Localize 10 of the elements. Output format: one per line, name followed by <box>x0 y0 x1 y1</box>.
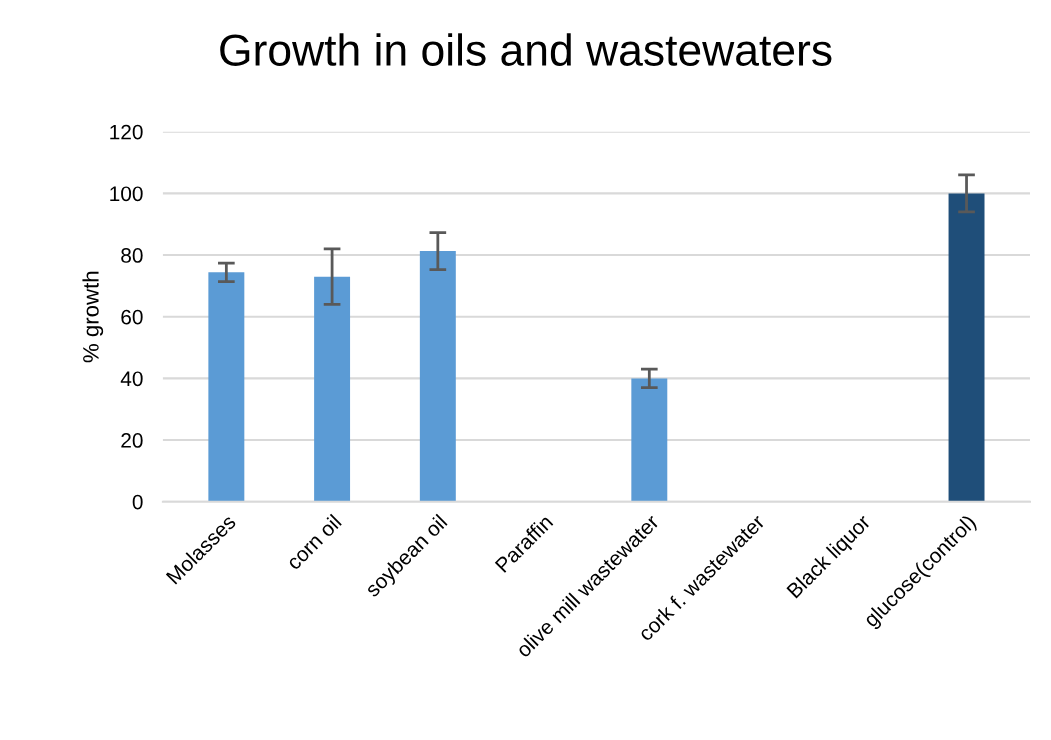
y-tick-label: 0 <box>132 494 143 510</box>
y-tick-label: 40 <box>120 371 143 387</box>
y-tick-label: 20 <box>121 433 143 448</box>
y-tick-label: 100 <box>110 186 143 202</box>
chart-title: Growth in oils and wastewaters <box>220 33 832 66</box>
y-tick-label: 80 <box>121 248 143 263</box>
y-axis-title: % growth <box>82 271 104 363</box>
y-tick-label: 120 <box>110 124 143 140</box>
x-tick-label: corn oil <box>285 513 342 571</box>
y-tick-label: 60 <box>121 309 143 325</box>
